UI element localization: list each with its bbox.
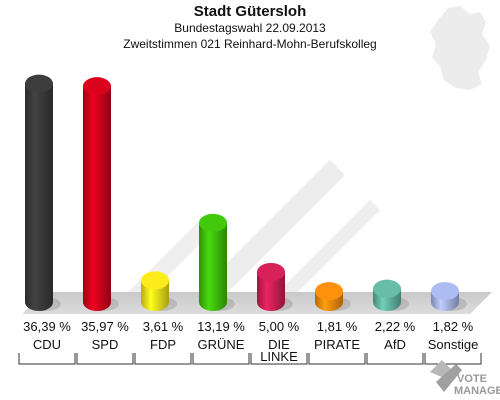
category-bracket-die-linke	[250, 353, 308, 365]
category-label-afd: AfD	[384, 337, 406, 352]
category-label-die-linke: DIE LINKE	[260, 337, 298, 364]
value-label-die-linke: 5,00 %	[259, 319, 300, 334]
value-label-cdu: 36,39 %	[23, 319, 71, 334]
category-bracket-sonstige	[424, 353, 482, 365]
bar-afd	[373, 279, 409, 311]
category-bracket-fdp	[134, 353, 192, 365]
bar-sonstige	[431, 282, 467, 311]
background-stripe	[190, 160, 345, 300]
chart-title: Stadt Gütersloh	[194, 3, 307, 20]
bar-cdu	[25, 74, 61, 311]
check-mark-icon	[430, 360, 462, 392]
germany-map-icon	[430, 6, 490, 90]
bar-fdp	[141, 271, 177, 311]
category-label-sonstige: Sonstige	[428, 337, 479, 352]
category-bracket-afd	[366, 353, 424, 365]
bar-die-linke	[257, 263, 293, 311]
background-stripe	[270, 200, 380, 300]
chart-subtitle-district: Zweitstimmen 021 Reinhard-Mohn-Berufskol…	[123, 37, 376, 51]
category-label-pirate: PIRATE	[314, 337, 360, 352]
category-bracket-pirate	[308, 353, 366, 365]
category-labels: CDU SPD FDP GRÜNE DIE LINKE PIRATE AfD Sonstige	[18, 337, 482, 365]
chart-subtitle-date: Bundestagswahl 22.09.2013	[174, 21, 326, 35]
value-label-afd: 2,22 %	[375, 319, 416, 334]
category-label-cdu: CDU	[33, 337, 61, 352]
category-label-spd: SPD	[92, 337, 119, 352]
category-label-gr-ne: GRÜNE	[198, 337, 245, 352]
value-label-fdp: 3,61 %	[143, 319, 184, 334]
value-labels: 36,39 % 35,97 % 3,61 % 13,19 % 5,00 % 1,81 % 2…	[23, 319, 474, 334]
value-label-spd: 35,97 %	[81, 319, 129, 334]
value-label-sonstige: 1,82 %	[433, 319, 474, 334]
logo-line2: MANAGER	[454, 385, 500, 397]
category-bracket-spd	[76, 353, 134, 365]
value-label-gr-ne: 13,19 %	[197, 319, 245, 334]
category-bracket-gr-ne	[192, 353, 250, 365]
value-label-pirate: 1,81 %	[317, 319, 358, 334]
bar-pirate	[315, 282, 351, 311]
category-bracket-cdu	[18, 353, 76, 365]
vote-manager-logo: VOTE MANAGER	[430, 360, 500, 397]
bars	[25, 74, 467, 312]
bar-gr-ne	[199, 213, 235, 311]
category-label-fdp: FDP	[150, 337, 176, 352]
bar-spd	[83, 77, 119, 312]
logo-line1: VOTE	[457, 373, 487, 385]
